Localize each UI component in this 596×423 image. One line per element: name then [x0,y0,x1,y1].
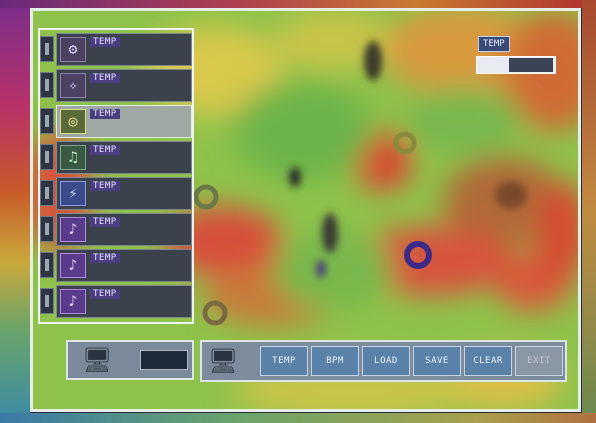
edge-art-bottom [0,413,596,423]
tempo-value [509,58,553,72]
inventory-row[interactable]: ⚡ TEMP [40,177,192,210]
inventory-row[interactable]: ⚙ TEMP [40,33,192,66]
inventory-slot[interactable]: ♪ TEMP [56,213,192,246]
exit-button[interactable]: EXIT [515,346,563,376]
row-tab[interactable] [40,288,54,314]
inventory-slot[interactable]: ✧ TEMP [56,69,192,102]
bpm-button[interactable]: BPM [311,346,359,376]
inventory-row[interactable]: ♪ TEMP [40,213,192,246]
edge-art-right [582,0,596,423]
music-note-icon: ♪ [60,253,86,278]
ring-marker [393,131,417,155]
inventory-slot[interactable]: ⚡ TEMP [56,177,192,210]
item-name: TEMP [90,217,120,227]
tempo-readout[interactable] [476,56,556,74]
item-name: TEMP [90,73,120,83]
gear-icon: ⚙ [60,37,86,62]
music-note-icon: ♪ [60,217,86,242]
item-name: TEMP [90,145,120,155]
row-tab[interactable] [40,180,54,206]
ring-marker [193,184,219,210]
player-ring-marker [404,241,432,269]
row-tab[interactable] [40,36,54,62]
inventory-row[interactable]: ♪ TEMP [40,249,192,282]
inventory-slot[interactable]: ⚙ TEMP [56,33,192,66]
clear-button[interactable]: CLEAR [464,346,512,376]
ring-icon: ◎ [60,109,86,134]
row-tab[interactable] [40,252,54,278]
tempo-label: TEMP [478,36,510,52]
inventory-row[interactable]: ✧ TEMP [40,69,192,102]
inventory-slot-selected[interactable]: ◎ TEMP [56,105,192,138]
item-name: TEMP [90,109,120,119]
row-tab[interactable] [40,216,54,242]
command-bar: 🖥︎ TEMP BPM LOAD SAVE CLEAR EXIT [200,340,567,382]
item-name: TEMP [90,181,120,191]
row-tab[interactable] [40,72,54,98]
inventory-slot[interactable]: ♫ TEMP [56,141,192,174]
computer-icon[interactable]: 🖥︎ [208,347,239,375]
item-name: TEMP [90,289,120,299]
row-tab[interactable] [40,144,54,170]
inventory-row[interactable]: ♫ TEMP [40,141,192,174]
inventory-panel: ⚙ TEMP ✧ TEMP ◎ TEMP ♫ TEMP ⚡ TEMP [38,28,194,324]
computer-icon[interactable]: 🖥︎ [82,346,113,374]
ring-marker [202,300,228,326]
inventory-slot[interactable]: ♪ TEMP [56,285,192,318]
tempo-display: TEMP [474,34,558,76]
music-note-icon: ♪ [60,289,86,314]
inventory-slot[interactable]: ♪ TEMP [56,249,192,282]
save-button[interactable]: SAVE [413,346,461,376]
counter-display [140,350,188,370]
row-tab[interactable] [40,108,54,134]
edge-art-top [0,0,596,8]
bolt-icon: ⚡ [60,181,86,206]
load-button[interactable]: LOAD [362,346,410,376]
status-panel: 🖥︎ [66,340,194,380]
inventory-row-selected[interactable]: ◎ TEMP [40,105,192,138]
edge-art-left [0,0,30,423]
music-note-icon: ♫ [60,145,86,170]
item-name: TEMP [90,37,120,47]
item-name: TEMP [90,253,120,263]
inventory-row[interactable]: ♪ TEMP [40,285,192,318]
crystal-icon: ✧ [60,73,86,98]
temp-button[interactable]: TEMP [260,346,308,376]
